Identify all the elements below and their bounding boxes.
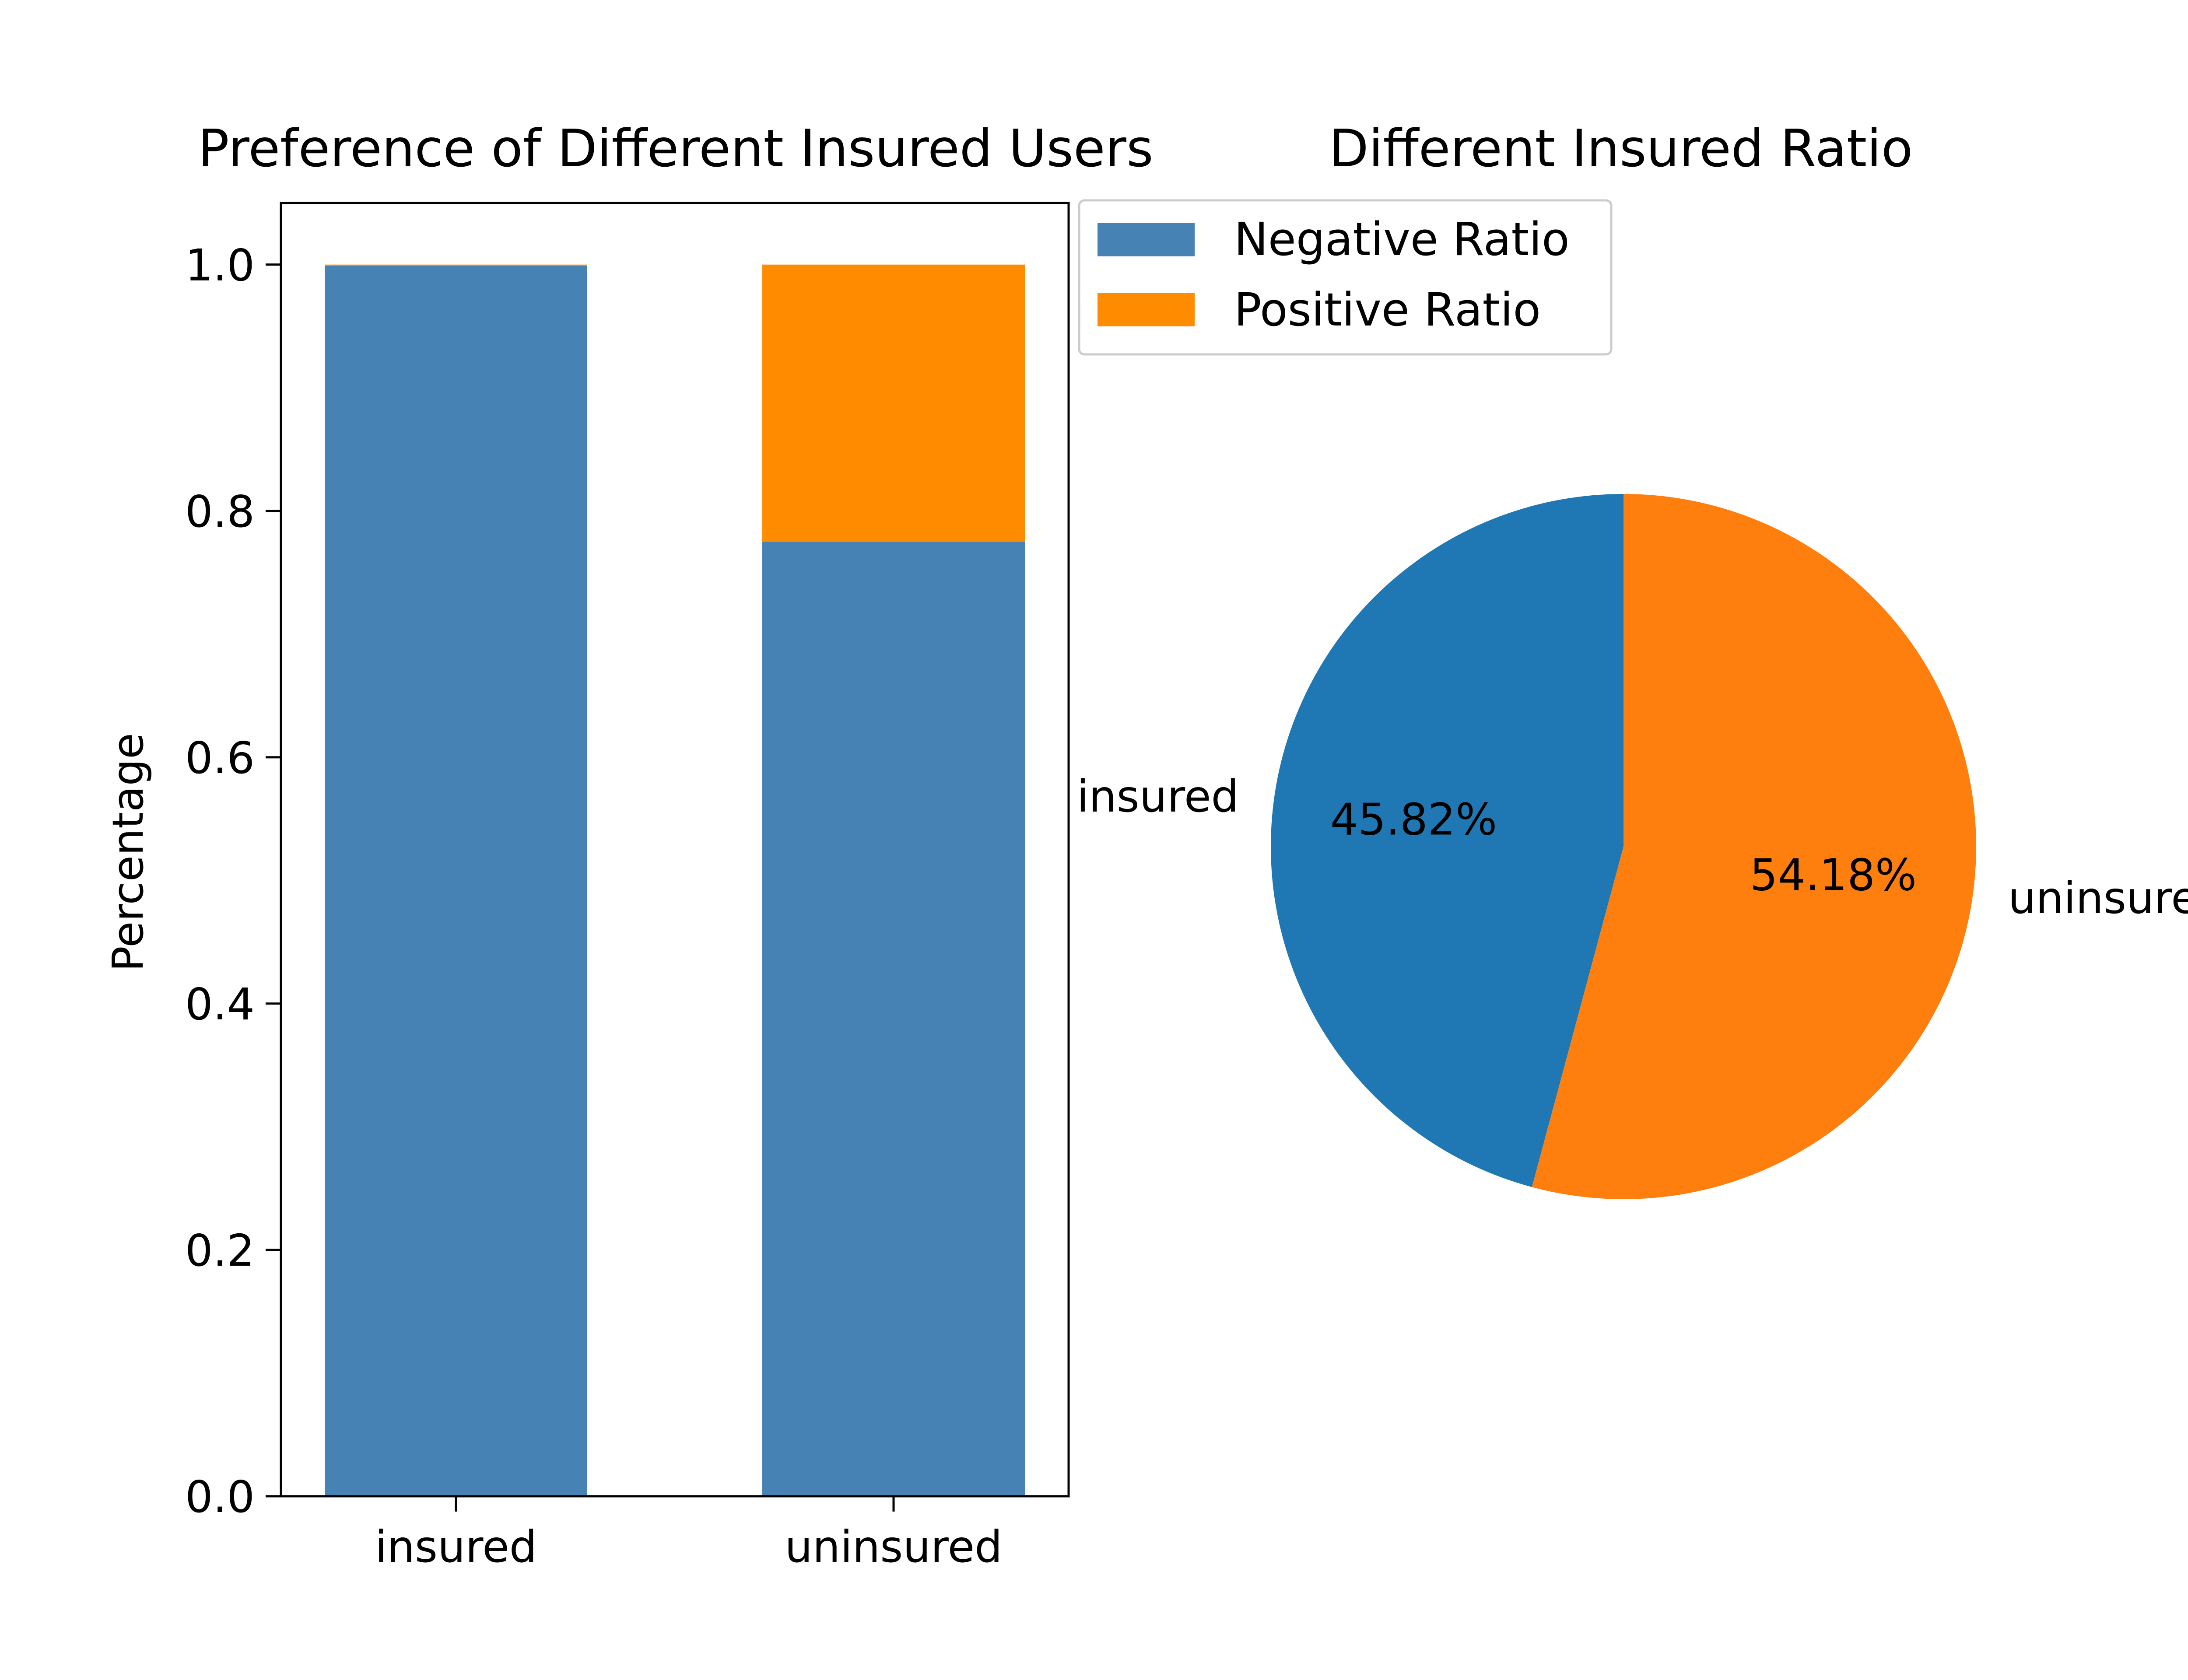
pie-value-label: 45.82% xyxy=(1330,794,1497,845)
pie-category-label: uninsured xyxy=(2008,872,2188,924)
y-axis-ticks: 0.0 0.2 0.4 0.6 0.8 1.0 xyxy=(185,240,281,1522)
legend: Negative Ratio Positive Ratio xyxy=(1078,199,1613,356)
bar-series xyxy=(325,264,1025,1496)
y-axis-label: Percentage xyxy=(103,733,153,972)
x-axis-ticks: insured uninsured xyxy=(375,1496,1003,1572)
plot-frame xyxy=(280,202,1070,1498)
pie-slices xyxy=(1271,494,1977,1200)
pie-slice-uninsured xyxy=(1532,494,1977,1200)
y-tick-label: 0.6 xyxy=(185,732,255,784)
pie-chart-title: Different Insured Ratio xyxy=(1329,118,1913,178)
legend-label-positive-ratio: Positive Ratio xyxy=(1234,283,1541,336)
legend-swatch-negative-ratio xyxy=(1098,223,1195,256)
pie-labels: 45.82% insured 54.18% uninsured xyxy=(1076,771,2188,924)
pie-value-label: 54.18% xyxy=(1750,849,1917,900)
pie-slice-insured xyxy=(1271,494,1623,1187)
x-tick-label: insured xyxy=(375,1521,537,1572)
legend-label-negative-ratio: Negative Ratio xyxy=(1234,213,1570,266)
bar-insured-negative-ratio xyxy=(325,266,587,1496)
bar-uninsured-positive-ratio xyxy=(762,264,1025,542)
pie-category-label: insured xyxy=(1076,771,1239,822)
y-tick-label: 0.8 xyxy=(185,486,255,537)
x-tick-label: uninsured xyxy=(785,1521,1002,1572)
legend-frame xyxy=(1078,199,1613,356)
bar-chart-title: Preference of Different Insured Users xyxy=(198,118,1153,178)
y-tick-label: 1.0 xyxy=(185,240,255,291)
pie-chart: Different Insured Ratio 45.82% insured 54.… xyxy=(1076,118,2188,1200)
y-tick-label: 0.4 xyxy=(185,979,255,1030)
legend-swatch-positive-ratio xyxy=(1098,293,1195,326)
bar-chart: Preference of Different Insured Users Pe… xyxy=(103,118,1154,1572)
y-tick-label: 0.0 xyxy=(185,1471,255,1522)
y-tick-label: 0.2 xyxy=(185,1225,255,1276)
bar-insured-positive-ratio xyxy=(325,264,587,266)
bar-uninsured-negative-ratio xyxy=(762,542,1025,1496)
